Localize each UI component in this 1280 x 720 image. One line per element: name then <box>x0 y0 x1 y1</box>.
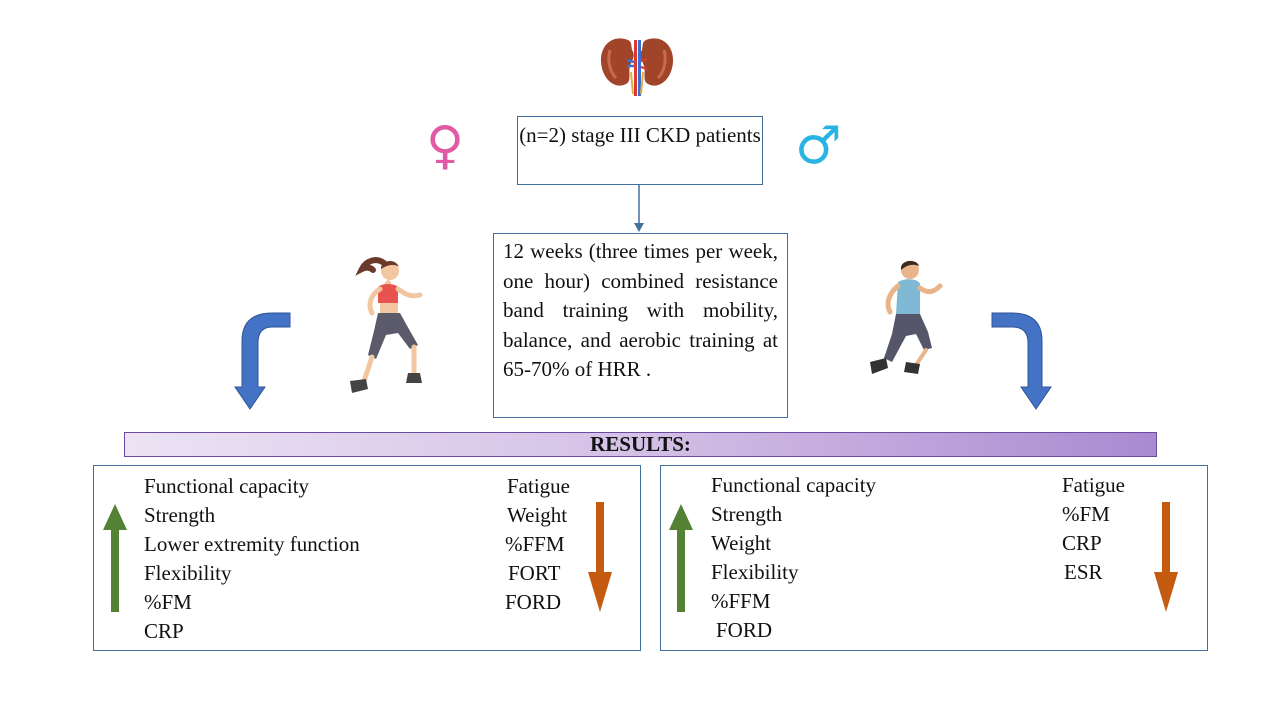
female-symbol-icon: ♀ <box>426 116 465 176</box>
increased-item: %FM <box>144 590 192 614</box>
increased-item: Functional capacity <box>711 473 877 497</box>
increased-item: Strength <box>711 502 783 526</box>
results-label: RESULTS: <box>590 432 691 456</box>
results-banner: RESULTS: <box>124 432 1157 457</box>
decrease-arrow-icon <box>588 502 612 612</box>
curved-arrow-right-icon <box>991 312 1052 410</box>
decreased-item: FORD <box>505 590 562 614</box>
connector-arrow <box>634 185 644 232</box>
decreased-item: %FM <box>1062 502 1110 526</box>
kidney-icon <box>600 38 674 96</box>
decreased-item: ESR <box>1064 560 1103 584</box>
increased-item: Flexibility <box>144 561 232 585</box>
decreased-item: Fatigue <box>507 474 570 498</box>
increased-item: Functional capacity <box>144 474 310 498</box>
male-results-panel: Functional capacity Strength Weight Flex… <box>660 465 1208 651</box>
increased-item: CRP <box>144 619 184 643</box>
increased-item: Strength <box>144 503 216 527</box>
decrease-arrow-icon <box>1154 502 1178 612</box>
male-symbol-icon: ♂ <box>795 116 842 176</box>
protocol-box: 12 weeks (three times per week, one hour… <box>493 233 788 418</box>
increased-item: Flexibility <box>711 560 799 584</box>
female-results-panel: Functional capacity Strength Lower extre… <box>93 465 641 651</box>
increased-item: Lower extremity function <box>144 532 360 556</box>
increased-item: Weight <box>711 531 772 555</box>
running-woman-icon <box>350 257 423 393</box>
increase-arrow-icon <box>103 504 127 612</box>
curved-arrow-left-icon <box>234 312 291 410</box>
increased-item: FORD <box>716 618 773 642</box>
patients-box-text: (n=2) stage III CKD patients <box>519 123 761 147</box>
increase-arrow-icon <box>669 504 693 612</box>
decreased-item: Fatigue <box>1062 473 1125 497</box>
protocol-box-text: 12 weeks (three times per week, one hour… <box>503 239 778 381</box>
running-man-icon <box>870 260 943 374</box>
patients-box: (n=2) stage III CKD patients <box>517 116 763 185</box>
decreased-item: %FFM <box>505 532 565 556</box>
increased-item: %FFM <box>711 589 771 613</box>
decreased-item: CRP <box>1062 531 1102 555</box>
decreased-item: FORT <box>508 561 561 585</box>
decreased-item: Weight <box>507 503 568 527</box>
